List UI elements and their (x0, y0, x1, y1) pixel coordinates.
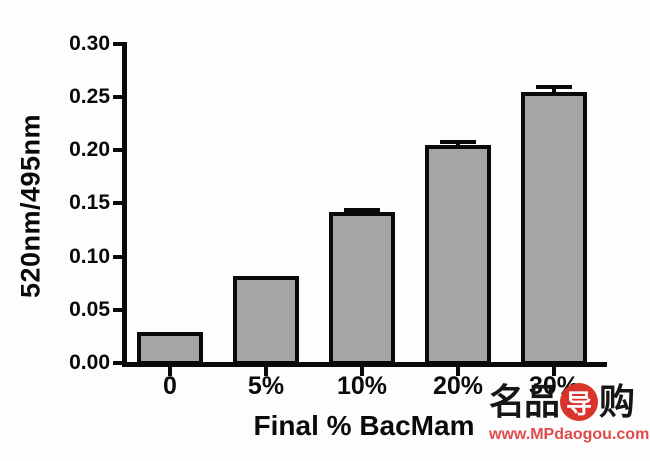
y-axis-tick-label: 0.10 (69, 245, 110, 268)
x-axis-tick-label: 0 (163, 372, 177, 400)
y-axis-tick-label: 0.05 (69, 298, 110, 321)
y-axis-tick-label: 0.00 (69, 351, 110, 374)
y-axis-tick (113, 148, 122, 152)
watermark-logo-char: 品 (524, 381, 560, 422)
error-bar-cap (344, 208, 380, 212)
x-axis-tick (360, 367, 364, 376)
error-bar-cap (536, 85, 572, 89)
watermark-logo-char-red: 导 (560, 383, 599, 421)
bar (137, 332, 203, 365)
y-axis-tick-label: 0.20 (69, 138, 110, 161)
bar (425, 145, 491, 365)
x-axis-tick-label: 10% (336, 372, 388, 400)
watermark-logo-char: 购 (599, 381, 635, 422)
x-axis-tick (456, 367, 460, 376)
error-bar-stem (360, 212, 364, 216)
bar (329, 212, 395, 365)
x-axis-tick-label: 20% (432, 372, 484, 400)
x-axis-tick (168, 367, 172, 376)
error-bar-stem (552, 89, 556, 96)
x-axis-title: Final % BacMam (253, 410, 475, 441)
bar (233, 276, 299, 365)
x-axis-tick-label: 5% (247, 372, 285, 400)
watermark-logo: 名品导购 (489, 381, 647, 423)
y-axis-tick (113, 42, 122, 46)
watermark: 名品导购 www.MPdaogou.com (489, 381, 650, 444)
watermark-logo-char: 名 (489, 381, 525, 422)
error-bar-stem (456, 144, 460, 149)
y-axis-tick (113, 255, 122, 259)
y-axis-tick-label: 0.30 (69, 32, 110, 55)
y-axis-title: 520nm/495nm (15, 113, 46, 299)
x-axis-tick (264, 367, 268, 376)
bar (521, 92, 587, 365)
y-axis-tick (113, 308, 122, 312)
y-axis-tick (113, 95, 122, 99)
x-axis-tick (552, 367, 556, 376)
y-axis-tick (113, 361, 122, 365)
y-axis-tick-label: 0.25 (69, 85, 110, 108)
y-axis-tick-label: 0.15 (69, 191, 110, 214)
y-axis-line (122, 42, 127, 367)
watermark-url: www.MPdaogou.com (489, 426, 650, 443)
y-axis-tick (113, 201, 122, 205)
error-bar-cap (440, 140, 476, 144)
